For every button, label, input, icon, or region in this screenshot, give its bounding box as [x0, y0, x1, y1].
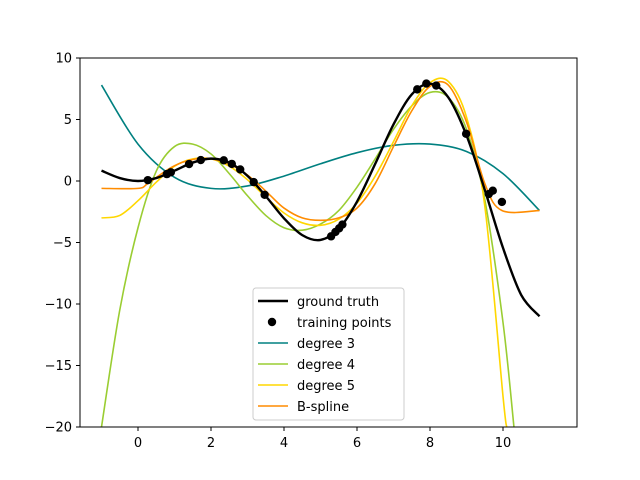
- training-point: [236, 165, 245, 174]
- legend-label: ground truth: [297, 295, 379, 310]
- legend-label: degree 4: [297, 358, 355, 373]
- training-point: [422, 79, 431, 88]
- y-tick-label: −20: [45, 421, 72, 436]
- training-point: [184, 159, 194, 169]
- x-tick-label: 4: [280, 436, 288, 451]
- y-tick-label: −15: [45, 359, 72, 374]
- line-b-spline: [101, 80, 540, 222]
- training-point: [166, 168, 176, 177]
- training-point: [413, 85, 422, 94]
- training-point: [196, 155, 205, 165]
- y-tick-label: −10: [45, 298, 72, 313]
- training-points: [143, 79, 507, 241]
- training-point: [227, 159, 237, 169]
- y-tick-label: −5: [53, 236, 72, 251]
- training-point: [260, 190, 269, 199]
- legend-label: degree 3: [297, 337, 355, 352]
- y-tick-label: 10: [55, 52, 72, 67]
- training-point: [497, 197, 507, 207]
- training-point: [488, 186, 497, 195]
- y-axis-ticks: 10 5 0 −5 −10 −15 −20: [45, 52, 80, 436]
- x-tick-label: 2: [207, 436, 215, 451]
- legend-label: degree 5: [297, 379, 355, 394]
- training-point: [143, 175, 153, 185]
- x-tick-label: 8: [426, 436, 434, 451]
- x-tick-label: 6: [353, 436, 361, 451]
- y-tick-label: 0: [64, 175, 72, 190]
- training-point: [249, 177, 258, 187]
- legend-marker-icon: [267, 317, 277, 327]
- line-ground-truth: [101, 82, 541, 318]
- line-degree-4: [100, 90, 515, 427]
- x-tick-label: 0: [134, 436, 142, 451]
- training-point: [219, 156, 228, 165]
- x-tick-label: 10: [495, 436, 512, 451]
- y-tick-label: 5: [64, 113, 72, 128]
- line-degree-3: [100, 84, 541, 212]
- legend-label: B-spline: [297, 400, 349, 415]
- legend: ground truth training points degree 3 degre…: [252, 287, 405, 421]
- legend-box: [252, 287, 405, 421]
- legend-label: training points: [297, 316, 392, 331]
- training-point: [432, 81, 441, 90]
- training-point: [338, 220, 347, 229]
- x-axis-ticks: 0 2 4 6 8 10: [134, 427, 511, 451]
- training-point: [461, 129, 471, 138]
